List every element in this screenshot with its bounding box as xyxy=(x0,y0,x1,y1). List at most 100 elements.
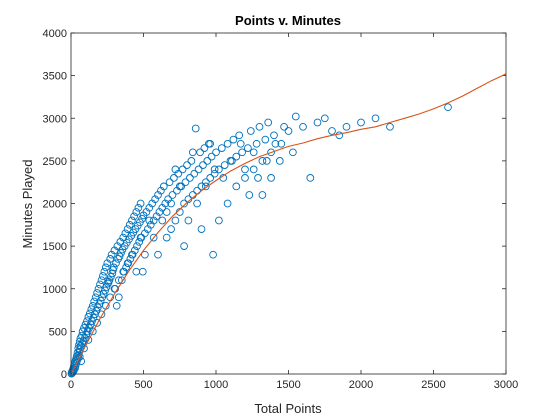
data-point xyxy=(228,157,236,165)
data-point xyxy=(249,148,258,157)
data-point xyxy=(171,216,180,225)
data-point xyxy=(88,327,97,336)
axis-ticks: 0 500 1000 1500 2000 2500 3000 0 500 1000 1500 2000… xyxy=(43,28,519,391)
data-point xyxy=(203,157,212,165)
data-point xyxy=(238,148,246,157)
y-tick-label: 1000 xyxy=(43,284,67,296)
data-point xyxy=(154,250,162,259)
data-point xyxy=(183,161,191,169)
data-point xyxy=(223,199,232,208)
data-point xyxy=(138,267,147,276)
data-point xyxy=(117,276,126,285)
data-point xyxy=(96,280,104,289)
data-point xyxy=(197,225,206,233)
x-axis-title: Total Points xyxy=(254,401,322,416)
data-point xyxy=(275,157,284,165)
data-point xyxy=(82,330,91,339)
data-point xyxy=(108,269,117,278)
data-point xyxy=(270,131,278,140)
fit-line xyxy=(70,73,507,375)
data-point xyxy=(235,131,244,140)
data-point xyxy=(199,161,207,169)
data-point xyxy=(212,148,220,157)
data-point xyxy=(83,327,92,336)
data-point xyxy=(84,336,93,344)
data-point xyxy=(138,214,146,223)
data-point xyxy=(215,165,223,174)
data-point xyxy=(206,174,215,182)
x-tick-label: 3000 xyxy=(494,379,518,391)
y-tick-label: 2000 xyxy=(43,199,67,211)
y-tick-label: 1500 xyxy=(43,241,67,253)
data-point xyxy=(178,165,187,174)
data-point xyxy=(167,225,175,233)
data-point xyxy=(119,233,128,242)
data-point xyxy=(180,199,188,208)
plot-frame xyxy=(70,32,507,375)
data-point xyxy=(136,233,145,242)
data-point xyxy=(215,216,223,225)
data-point xyxy=(206,139,215,148)
data-point xyxy=(123,259,132,268)
data-point xyxy=(88,317,96,325)
data-point xyxy=(190,169,199,178)
data-point xyxy=(386,122,394,131)
data-point xyxy=(289,148,297,157)
data-point xyxy=(89,313,98,322)
data-point xyxy=(244,144,252,152)
data-point xyxy=(105,276,114,285)
data-point xyxy=(232,152,241,161)
data-point xyxy=(210,169,219,178)
data-point xyxy=(261,135,270,144)
data-point xyxy=(152,212,161,221)
data-point xyxy=(246,127,255,135)
y-tick-label: 4000 xyxy=(43,28,67,40)
y-tick-label: 500 xyxy=(49,326,67,338)
data-point xyxy=(252,139,261,148)
data-point xyxy=(97,310,106,319)
x-tick-label: 2000 xyxy=(349,379,373,391)
data-point xyxy=(93,303,102,312)
data-point xyxy=(133,242,141,250)
data-point xyxy=(134,203,143,212)
data-point xyxy=(149,233,158,242)
data-point xyxy=(128,250,136,259)
data-point xyxy=(132,267,141,276)
data-point xyxy=(187,157,196,165)
data-point xyxy=(313,118,322,127)
y-tick-label: 2500 xyxy=(43,156,67,168)
data-point xyxy=(96,296,105,305)
data-point xyxy=(114,293,123,302)
data-point xyxy=(145,216,154,225)
data-point xyxy=(197,182,206,191)
data-point xyxy=(117,249,125,257)
chart-title: Points v. Minutes xyxy=(235,13,341,28)
data-point xyxy=(171,165,180,174)
data-point xyxy=(209,250,217,259)
data-point xyxy=(241,174,249,182)
y-tick-label: 3000 xyxy=(43,113,67,125)
data-point xyxy=(141,250,149,259)
data-point xyxy=(175,182,184,191)
data-point xyxy=(132,208,141,216)
data-point xyxy=(99,272,107,280)
y-axis-title: Minutes Played xyxy=(20,160,35,249)
data-point xyxy=(106,255,115,263)
data-point xyxy=(196,148,204,157)
data-point xyxy=(101,263,110,272)
data-point xyxy=(267,174,275,182)
data-point xyxy=(112,259,120,268)
data-point xyxy=(126,255,135,263)
data-point xyxy=(328,127,336,135)
data-point xyxy=(306,174,315,182)
data-point xyxy=(264,118,273,127)
data-point xyxy=(119,267,128,276)
data-point xyxy=(223,139,232,148)
data-point xyxy=(232,182,241,191)
data-point xyxy=(444,103,452,112)
data-point xyxy=(136,199,145,208)
data-point xyxy=(75,353,84,361)
data-point xyxy=(184,216,193,225)
data-point xyxy=(277,139,286,148)
data-point xyxy=(168,191,177,199)
